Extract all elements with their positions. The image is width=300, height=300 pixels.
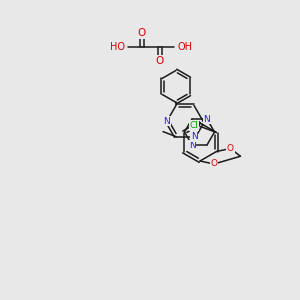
Text: O: O (211, 160, 218, 169)
Text: N: N (164, 116, 170, 125)
Text: N: N (190, 132, 197, 141)
Text: O: O (156, 56, 164, 66)
Text: O: O (227, 144, 234, 153)
Text: O: O (138, 28, 146, 38)
Text: OH: OH (177, 42, 192, 52)
Text: N: N (204, 115, 210, 124)
Text: Cl: Cl (190, 121, 199, 130)
Text: HO: HO (110, 42, 125, 52)
Text: N: N (189, 140, 195, 149)
